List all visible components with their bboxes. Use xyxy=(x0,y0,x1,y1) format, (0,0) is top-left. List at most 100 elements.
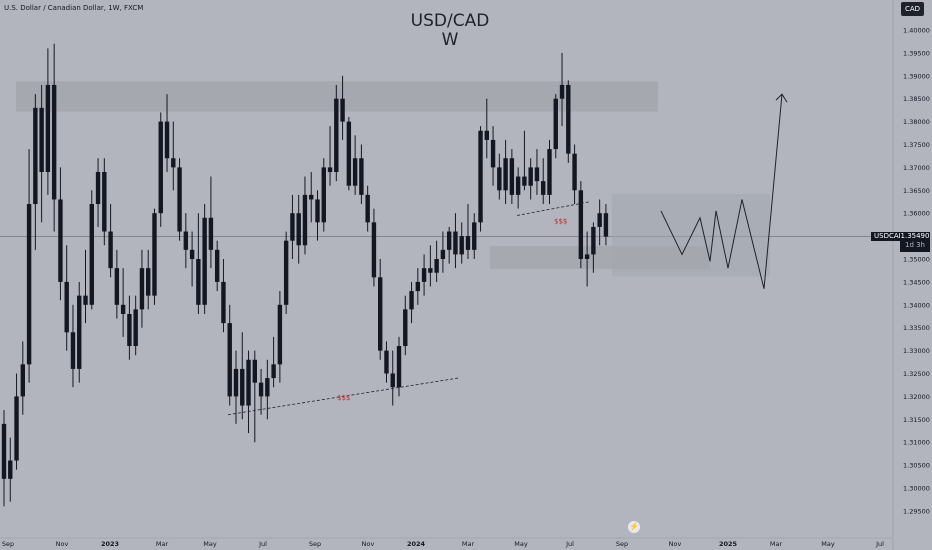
candle xyxy=(139,249,145,328)
price-tick-label: 1.33500 xyxy=(903,324,930,332)
candle-body xyxy=(334,98,339,172)
candle-body xyxy=(271,364,276,379)
candle xyxy=(415,268,421,305)
candle-body xyxy=(302,194,308,246)
candle-body xyxy=(240,368,245,406)
candle xyxy=(384,341,389,383)
candle-body xyxy=(584,254,590,259)
candle xyxy=(371,208,377,287)
candle xyxy=(490,126,496,186)
time-tick-label: Jul xyxy=(258,540,267,548)
price-tick-label: 1.32000 xyxy=(903,393,930,401)
candle xyxy=(396,336,402,397)
symbol-description: U.S. Dollar / Canadian Dollar, 1W, FXCM xyxy=(4,4,144,12)
candle-body xyxy=(591,226,596,255)
candle-body xyxy=(403,309,408,347)
candle-body xyxy=(77,295,82,369)
candle-body xyxy=(446,231,452,250)
candle-body xyxy=(296,213,301,246)
candle-body xyxy=(522,176,527,186)
liquidity-label-high: $$$ xyxy=(554,217,567,225)
liquidity-trendline-low xyxy=(227,377,459,416)
candle xyxy=(58,167,63,301)
liquidity-label-low: $$$ xyxy=(337,394,350,402)
candle-body xyxy=(547,149,552,195)
candle xyxy=(189,231,195,287)
candle-body xyxy=(108,231,113,269)
candle-body xyxy=(189,249,195,259)
candle xyxy=(302,176,308,255)
candle xyxy=(8,437,13,502)
candle xyxy=(246,350,251,434)
candle-body xyxy=(252,359,257,383)
candle-body xyxy=(553,98,558,150)
time-tick-label: Sep xyxy=(616,540,628,548)
candle xyxy=(503,139,508,205)
candle xyxy=(334,84,339,182)
candle xyxy=(158,112,163,227)
candle xyxy=(541,158,546,205)
candle-body xyxy=(114,268,120,305)
candle xyxy=(283,231,289,314)
candle-body xyxy=(8,460,13,479)
candle-body xyxy=(321,167,326,223)
candle xyxy=(14,373,19,470)
candle-body xyxy=(597,213,602,227)
candle xyxy=(528,158,533,200)
candle-body xyxy=(277,304,283,365)
price-tick-label: 1.31500 xyxy=(903,416,930,424)
currency-badge[interactable]: CAD xyxy=(901,2,924,16)
candle-body xyxy=(509,158,515,195)
candle xyxy=(152,208,157,305)
candle xyxy=(89,190,94,310)
tradingview-logo-icon[interactable]: ⚡ xyxy=(628,521,640,533)
candle-body xyxy=(515,176,521,195)
candle xyxy=(578,181,584,269)
candle-body xyxy=(95,171,101,205)
candle-body xyxy=(14,396,19,461)
candle xyxy=(20,341,26,415)
candle-body xyxy=(139,268,145,310)
candle-body xyxy=(208,217,214,250)
price-axis: 1.29500 1.30000 1.30500 1.31000 1.31500 1.320… xyxy=(892,0,930,550)
price-tick-label: 1.38500 xyxy=(903,95,930,103)
time-tick-label: May xyxy=(514,540,528,548)
candle xyxy=(77,281,82,383)
candle xyxy=(591,222,596,273)
candle-body xyxy=(478,130,483,223)
candle-body xyxy=(359,158,364,195)
candle-body xyxy=(171,158,176,168)
time-tick-label: Nov xyxy=(669,540,682,548)
candle xyxy=(114,249,120,319)
time-tick-label: Jul xyxy=(565,540,574,548)
chart-title: USD/CAD W xyxy=(395,12,505,50)
candle-body xyxy=(51,84,57,200)
chart-title-symbol: USD/CAD xyxy=(410,11,490,31)
price-tick-label: 1.36000 xyxy=(903,210,930,218)
time-tick-label: Sep xyxy=(2,540,14,548)
candle xyxy=(120,268,126,337)
candle-body xyxy=(214,249,220,282)
price-tick-label: 1.32500 xyxy=(903,370,930,378)
candle xyxy=(409,281,414,324)
candle xyxy=(440,231,446,273)
candle-body xyxy=(196,259,201,305)
candle xyxy=(327,126,333,186)
candle-body xyxy=(572,153,577,191)
candle xyxy=(133,295,138,356)
candle xyxy=(453,213,458,269)
time-tick-label: Mar xyxy=(770,540,783,548)
candle xyxy=(108,204,113,278)
candle xyxy=(315,190,320,241)
price-tick-label: 1.30500 xyxy=(903,462,930,470)
candle xyxy=(202,204,207,314)
candle xyxy=(522,130,527,191)
candle-body xyxy=(390,373,395,388)
candle-body xyxy=(120,304,126,314)
candle-body xyxy=(340,98,345,122)
candle xyxy=(183,213,189,269)
candle xyxy=(359,144,364,205)
candle-body xyxy=(202,217,207,305)
candle-body xyxy=(566,84,571,154)
